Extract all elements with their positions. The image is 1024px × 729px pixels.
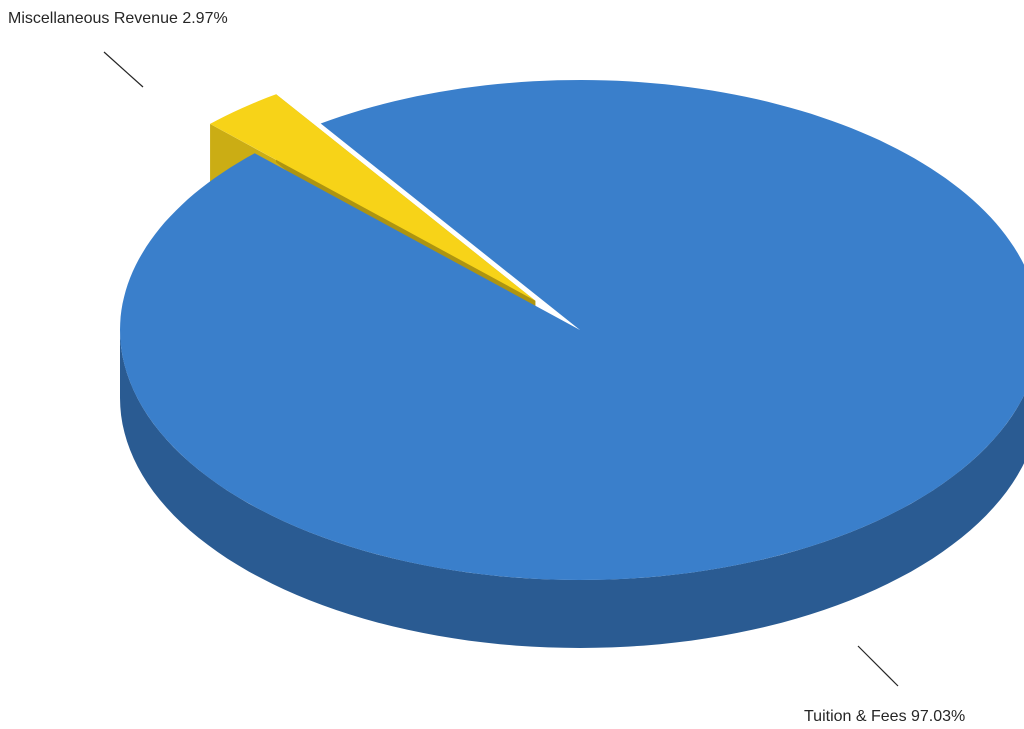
pie-tops <box>120 80 1024 580</box>
slice-label-tuition: Tuition & Fees 97.03% <box>804 708 965 725</box>
misc-leader-line <box>103 51 144 88</box>
pie-slice-0 <box>210 94 536 301</box>
pie-side-1 <box>120 330 1024 648</box>
tuition-leader-line <box>857 645 899 687</box>
slice-label-misc: Miscellaneous Revenue 2.97% <box>8 10 228 27</box>
pie-slice-1 <box>120 80 1024 580</box>
